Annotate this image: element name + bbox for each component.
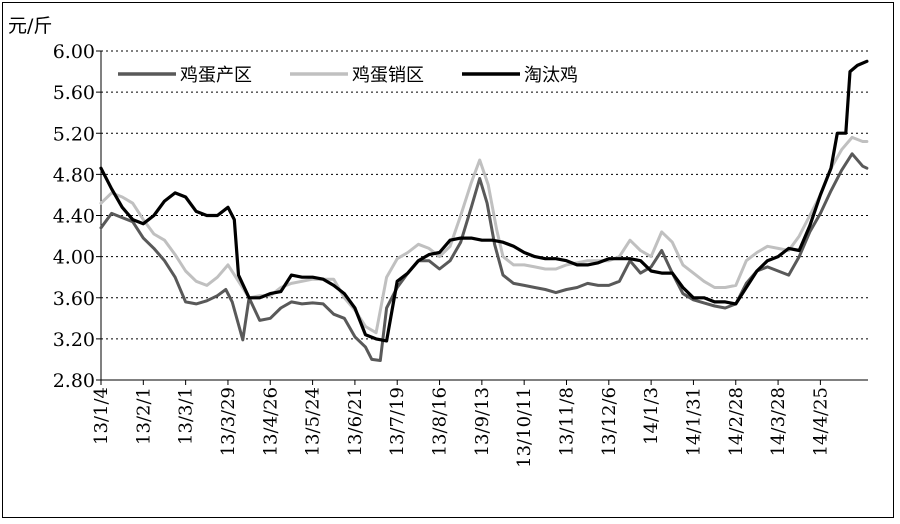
x-tick-label: 13/11/8 xyxy=(556,387,577,456)
x-tick-label: 13/5/24 xyxy=(303,387,324,456)
y-tick-label: 4.80 xyxy=(53,164,95,186)
y-axis-unit: 元/斤 xyxy=(8,15,52,37)
x-tick-label: 13/7/19 xyxy=(387,387,408,456)
x-tick-label: 14/1/3 xyxy=(641,387,662,445)
x-tick-label: 13/1/4 xyxy=(91,387,112,445)
y-tick-label: 6.00 xyxy=(53,41,95,63)
chart-frame xyxy=(2,2,894,518)
y-tick-label: 3.20 xyxy=(53,329,95,351)
y-tick-label: 4.00 xyxy=(53,247,95,269)
y-tick-label: 4.40 xyxy=(53,206,95,228)
series-line-1 xyxy=(99,135,869,335)
x-tick-label: 14/1/31 xyxy=(683,387,704,456)
x-tick-label: 13/6/21 xyxy=(345,387,366,456)
x-tick-label: 13/2/1 xyxy=(133,387,154,445)
y-tick-label: 5.20 xyxy=(53,123,95,145)
x-tick-label: 13/3/29 xyxy=(218,387,239,456)
x-tick-label: 13/4/26 xyxy=(260,387,281,456)
y-tick-label: 3.60 xyxy=(53,288,95,310)
x-tick-label: 13/12/6 xyxy=(599,387,620,456)
x-tick-label: 14/3/28 xyxy=(768,387,789,456)
x-tick-label: 13/10/11 xyxy=(514,387,535,468)
y-tick-label: 2.80 xyxy=(53,370,95,392)
x-tick-label: 14/4/25 xyxy=(810,387,831,456)
x-tick-label: 13/9/13 xyxy=(472,387,493,456)
legend-label: 鸡蛋产区 xyxy=(180,65,252,86)
x-tick-label: 14/2/28 xyxy=(726,387,747,456)
x-tick-label: 13/8/16 xyxy=(430,387,451,456)
series-line-2 xyxy=(99,59,869,343)
x-tick-label: 13/3/1 xyxy=(176,387,197,445)
legend-label: 鸡蛋销区 xyxy=(352,65,424,86)
legend-label: 淘汰鸡 xyxy=(524,65,578,86)
y-tick-label: 5.60 xyxy=(53,82,95,104)
